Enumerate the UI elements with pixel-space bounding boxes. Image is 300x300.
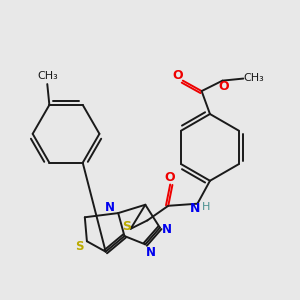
- Text: N: N: [105, 201, 115, 214]
- Text: O: O: [218, 80, 229, 93]
- Text: O: O: [172, 69, 183, 82]
- Text: S: S: [122, 220, 131, 233]
- Text: CH₃: CH₃: [243, 73, 264, 82]
- Text: H: H: [202, 202, 210, 212]
- Text: N: N: [162, 223, 172, 236]
- Text: N: N: [190, 202, 201, 215]
- Text: S: S: [75, 240, 84, 253]
- Text: O: O: [164, 171, 175, 184]
- Text: N: N: [146, 246, 155, 259]
- Text: CH₃: CH₃: [37, 71, 58, 81]
